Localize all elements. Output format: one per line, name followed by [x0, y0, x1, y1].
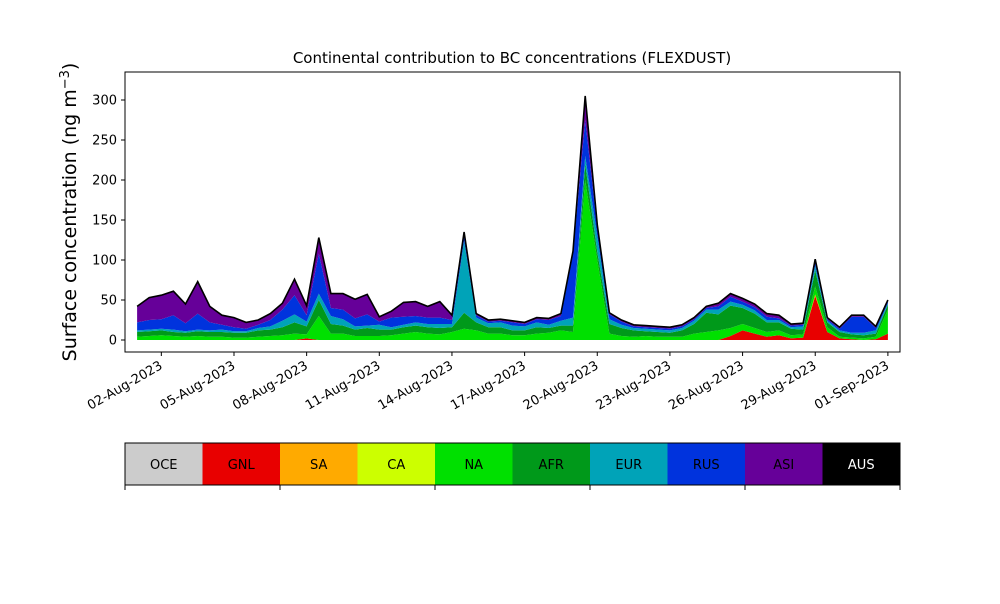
legend-label-gnl: GNL: [228, 458, 256, 473]
x-tick-label: 05-Aug-2023: [158, 358, 238, 413]
x-tick-label: 26-Aug-2023: [666, 358, 746, 413]
area-eur: [137, 156, 888, 336]
legend-label-aus: AUS: [848, 458, 875, 473]
legend-label-oce: OCE: [150, 458, 178, 473]
x-tick-label: 02-Aug-2023: [85, 358, 165, 413]
total-concentration-line: [136, 95, 889, 329]
y-tick-label: 100: [92, 254, 117, 269]
legend-swatch-ca: [357, 443, 436, 485]
legend-swatch-afr: [512, 443, 591, 485]
legend-swatch-asi: [745, 443, 823, 485]
legend-label-na: NA: [464, 458, 483, 473]
legend-swatch-aus: [822, 443, 901, 485]
legend-frame: [124, 442, 901, 486]
area-gnl: [137, 296, 888, 340]
y-tick-label: 250: [92, 134, 117, 149]
x-tick-label: 08-Aug-2023: [230, 358, 310, 413]
x-tick-label: 23-Aug-2023: [594, 358, 674, 413]
legend-label-afr: AFR: [539, 458, 564, 473]
legend-swatch-oce: [125, 443, 203, 485]
x-axis-ticks: 02-Aug-202305-Aug-202308-Aug-202311-Aug-…: [85, 352, 892, 414]
area-afr: [137, 164, 888, 339]
area-rus: [137, 120, 888, 333]
legend-label-rus: RUS: [693, 458, 720, 473]
legend-swatch-sa: [280, 443, 358, 485]
y-tick-label: 300: [92, 94, 117, 109]
y-axis-label: Surface concentration (ng m−3): [58, 63, 81, 362]
legend: OCE GNL SA CA NA AFR EUR RUS ASI AUS: [124, 442, 901, 490]
y-tick-label: 150: [92, 214, 117, 229]
legend-swatch-eur: [590, 443, 668, 485]
area-aus: [137, 96, 888, 328]
y-axis-ticks: 0 50 100 150 200 250 300: [92, 94, 125, 349]
plot-frame: [124, 71, 901, 353]
chart-title: Continental contribution to BC concentra…: [293, 49, 731, 67]
x-tick-label: 17-Aug-2023: [448, 358, 528, 413]
legend-label-asi: ASI: [773, 458, 794, 473]
legend-label-sa: SA: [310, 458, 327, 473]
y-tick-label: 50: [100, 294, 117, 309]
x-tick-label: 14-Aug-2023: [376, 358, 456, 413]
stacked-areas: [137, 96, 888, 340]
legend-swatch-gnl: [202, 443, 281, 485]
y-tick-label: 200: [92, 174, 117, 189]
x-tick-label: 29-Aug-2023: [739, 358, 819, 413]
x-tick-label: 20-Aug-2023: [521, 358, 601, 413]
legend-swatch-na: [435, 443, 513, 485]
legend-label-ca: CA: [387, 458, 405, 473]
x-tick-label: 01-Sep-2023: [812, 358, 892, 413]
area-asi: [137, 96, 888, 329]
y-tick-label: 0: [109, 334, 117, 349]
legend-label-eur: EUR: [615, 458, 642, 473]
x-tick-label: 11-Aug-2023: [303, 358, 383, 413]
legend-swatch-rus: [667, 443, 746, 485]
